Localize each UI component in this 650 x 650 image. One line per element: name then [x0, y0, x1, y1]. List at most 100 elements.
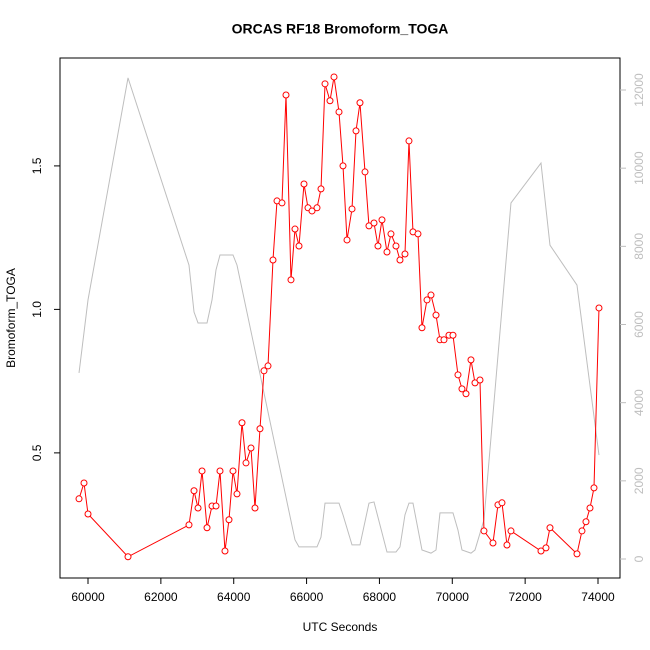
point — [348, 205, 356, 213]
point — [269, 256, 277, 264]
point — [586, 504, 594, 512]
point — [282, 91, 290, 99]
point — [343, 236, 351, 244]
point — [440, 336, 448, 344]
point — [458, 385, 466, 393]
point — [238, 419, 246, 427]
y-tick-label: 1.0 — [30, 301, 44, 318]
y2-tick-label: 2000 — [632, 467, 646, 494]
point — [321, 80, 329, 88]
point — [335, 108, 343, 116]
series-line — [78, 76, 600, 558]
point — [221, 547, 229, 555]
x-tick-label: 62000 — [144, 590, 178, 604]
point — [80, 479, 88, 487]
point — [370, 219, 378, 227]
point — [356, 99, 364, 107]
point — [590, 484, 598, 492]
point — [233, 490, 241, 498]
point — [264, 362, 272, 370]
point — [198, 467, 206, 475]
point — [190, 487, 198, 495]
point — [330, 73, 338, 81]
point — [423, 296, 431, 304]
point — [405, 137, 413, 145]
point — [75, 495, 83, 503]
chart-title: ORCAS RF18 Bromoform_TOGA — [232, 21, 449, 37]
point — [449, 331, 457, 339]
point — [278, 199, 286, 207]
x-tick-label: 72000 — [508, 590, 542, 604]
point — [251, 504, 259, 512]
point — [247, 444, 255, 452]
point — [507, 527, 515, 535]
point — [480, 527, 488, 535]
x-tick-label: 64000 — [217, 590, 251, 604]
point — [418, 324, 426, 332]
x-tick-label: 74000 — [581, 590, 615, 604]
point — [578, 527, 586, 535]
point — [378, 216, 386, 224]
y2-tick-label: 8000 — [632, 233, 646, 260]
point — [573, 550, 581, 558]
point — [212, 502, 220, 510]
point — [352, 127, 360, 135]
y-axis-label: Bromoform_TOGA — [4, 268, 18, 368]
point — [216, 467, 224, 475]
x-tick-label: 70000 — [436, 590, 470, 604]
point — [256, 425, 264, 433]
point — [291, 225, 299, 233]
point — [401, 250, 409, 258]
point — [462, 390, 470, 398]
y2-tick-label: 10000 — [632, 151, 646, 185]
point — [229, 467, 237, 475]
point — [185, 521, 193, 529]
point — [427, 291, 435, 299]
point — [467, 356, 475, 364]
point — [361, 168, 369, 176]
y2-tick-label: 0 — [632, 555, 646, 562]
point — [414, 230, 422, 238]
plot-box — [59, 57, 621, 579]
point — [365, 222, 373, 230]
point — [317, 185, 325, 193]
point — [287, 276, 295, 284]
point — [503, 541, 511, 549]
series-line — [78, 77, 600, 554]
point — [242, 459, 250, 467]
point — [392, 242, 400, 250]
point — [432, 311, 440, 319]
point — [383, 248, 391, 256]
point — [374, 242, 382, 250]
point — [396, 256, 404, 264]
point — [313, 204, 321, 212]
y2-tick-label: 4000 — [632, 389, 646, 416]
point — [339, 162, 347, 170]
point — [300, 180, 308, 188]
point — [260, 367, 268, 375]
point — [582, 518, 590, 526]
y-tick-label: 0.5 — [30, 444, 44, 461]
point — [546, 524, 554, 532]
point — [84, 510, 92, 518]
point — [489, 539, 497, 547]
x-tick-label: 68000 — [363, 590, 397, 604]
y2-tick-label: 12000 — [632, 73, 646, 107]
point — [454, 371, 462, 379]
y2-tick-label: 6000 — [632, 311, 646, 338]
point — [387, 230, 395, 238]
point — [542, 544, 550, 552]
point — [476, 376, 484, 384]
point — [498, 499, 506, 507]
point — [595, 304, 603, 312]
x-axis-label: UTC Seconds — [303, 620, 378, 634]
point — [194, 504, 202, 512]
point — [124, 553, 132, 561]
x-tick-label: 66000 — [290, 590, 324, 604]
point — [203, 524, 211, 532]
x-tick-label: 60000 — [71, 590, 105, 604]
point — [308, 207, 316, 215]
y-tick-label: 1.5 — [30, 157, 44, 174]
